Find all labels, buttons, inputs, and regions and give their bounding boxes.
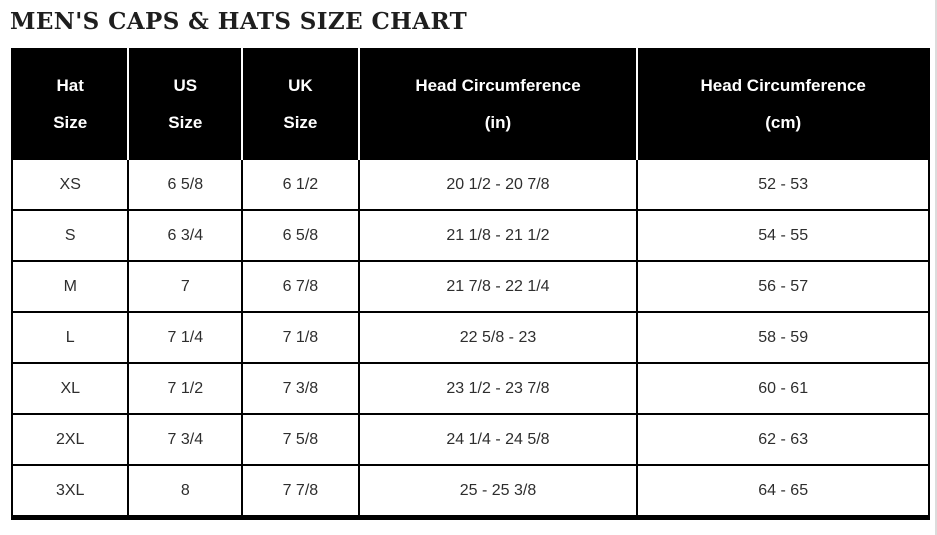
table-cell: 7 5/8 <box>241 413 360 466</box>
table-cell: 64 - 65 <box>636 464 930 519</box>
column-header-line2: (cm) <box>765 112 802 132</box>
table-cell: 20 1/2 - 20 7/8 <box>357 158 639 211</box>
table-cell: 52 - 53 <box>636 158 930 211</box>
column-header: Hat Size <box>10 49 129 159</box>
table-cell: 6 5/8 <box>241 209 360 262</box>
table-cell: 2XL <box>10 413 130 466</box>
table-cell: 54 - 55 <box>636 209 930 262</box>
table-cell: 6 1/2 <box>241 158 360 211</box>
column-header: Head Circumference (in) <box>357 49 638 159</box>
table-cell: 25 - 25 3/8 <box>357 464 639 519</box>
table-cell: 7 3/4 <box>127 413 244 466</box>
table-row: 2XL 7 3/4 7 5/8 24 1/4 - 24 5/8 62 - 63 <box>10 413 930 466</box>
table-cell: 23 1/2 - 23 7/8 <box>357 362 639 415</box>
column-header-line2: Size <box>168 112 203 132</box>
table-cell: 8 <box>127 464 244 519</box>
table-cell: 62 - 63 <box>636 413 930 466</box>
table-cell: M <box>10 260 130 313</box>
table-cell: 58 - 59 <box>636 311 930 364</box>
column-header: US Size <box>127 49 243 159</box>
table-cell: 7 1/4 <box>127 311 244 364</box>
table-cell: 60 - 61 <box>636 362 930 415</box>
table-body: XS 6 5/8 6 1/2 20 1/2 - 20 7/8 52 - 53 S 6 3/4… <box>10 158 930 519</box>
table-row: XL 7 1/2 7 3/8 23 1/2 - 23 7/8 60 - 61 <box>10 362 930 415</box>
column-header: Head Circumference (cm) <box>636 49 929 159</box>
size-chart-table: Hat Size US Size UK Size Head Circumference (in… <box>10 48 930 520</box>
table-cell: 22 5/8 - 23 <box>357 311 639 364</box>
table-cell: XS <box>10 158 130 211</box>
table-cell: 56 - 57 <box>636 260 930 313</box>
page-title: MEN'S CAPS & HATS SIZE CHART <box>10 8 468 35</box>
table-header: Hat Size US Size UK Size Head Circumference (in… <box>10 49 929 159</box>
column-header-line1: Head Circumference <box>415 75 581 95</box>
table-cell: 24 1/4 - 24 5/8 <box>357 413 639 466</box>
column-header-line1: Hat <box>56 75 84 95</box>
column-header-line2: Size <box>283 112 318 132</box>
table-cell: 21 1/8 - 21 1/2 <box>357 209 639 262</box>
table-row: 3XL 8 7 7/8 25 - 25 3/8 64 - 65 <box>10 464 930 519</box>
column-header-line2: (in) <box>484 112 512 132</box>
table-cell: 6 5/8 <box>127 158 244 211</box>
table-row: XS 6 5/8 6 1/2 20 1/2 - 20 7/8 52 - 53 <box>10 158 930 211</box>
table-cell: 21 7/8 - 22 1/4 <box>357 260 639 313</box>
table-cell: XL <box>10 362 130 415</box>
table-cell: 7 3/8 <box>241 362 360 415</box>
table-cell: 6 7/8 <box>241 260 360 313</box>
table-cell: 6 3/4 <box>127 209 244 262</box>
table-cell: 7 7/8 <box>241 464 360 519</box>
column-header: UK Size <box>241 49 359 159</box>
column-header-line1: Head Circumference <box>700 75 866 95</box>
header-row: Hat Size US Size UK Size Head Circumference (in… <box>10 49 929 159</box>
window-right-edge <box>935 0 937 535</box>
table-cell: 3XL <box>10 464 130 519</box>
table-cell: 7 <box>127 260 244 313</box>
table-cell: S <box>10 209 130 262</box>
table-cell: 7 1/2 <box>127 362 244 415</box>
column-header-line1: US <box>173 75 198 95</box>
table-cell: 7 1/8 <box>241 311 360 364</box>
column-header-line1: UK <box>288 75 313 95</box>
column-header-line2: Size <box>53 112 88 132</box>
table-cell: L <box>10 311 130 364</box>
